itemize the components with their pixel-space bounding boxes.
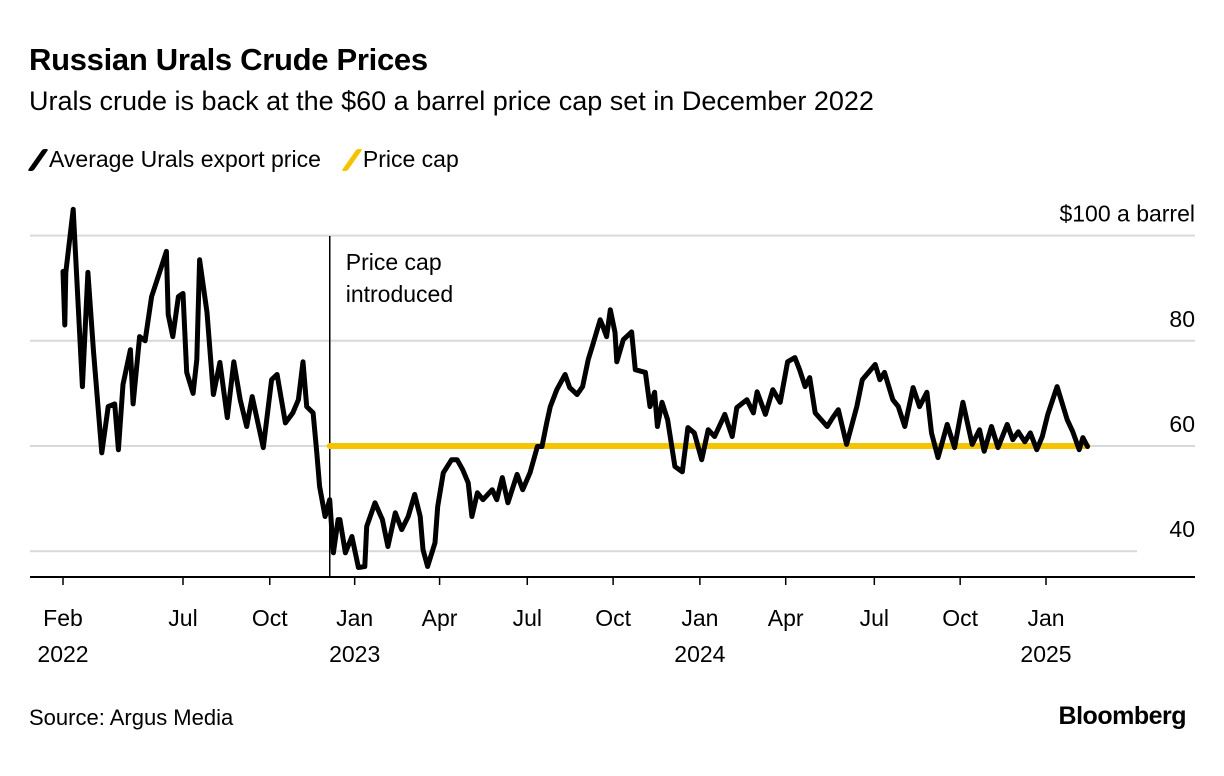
x-tick-label: Oct [595,605,631,631]
x-tick-label: Jan [336,605,373,631]
x-tick-year: 2022 [37,641,88,667]
legend-label: Average Urals export price [49,146,321,172]
x-tick-label: Jan [1027,605,1064,631]
legend: Average Urals export price Price cap [27,146,459,173]
chart-subtitle: Urals crude is back at the $60 a barrel … [29,86,874,116]
x-tick-label: Jul [860,605,889,631]
x-tick-label: Jan [681,605,718,631]
y-tick-label: 80 [1169,306,1195,332]
source-note: Source: Argus Media [29,705,234,730]
legend-label: Price cap [362,146,459,172]
x-tick-label: Jul [168,605,197,631]
chart-title: Russian Urals Crude Prices [29,42,428,77]
annotation-label: Price cap [346,249,442,275]
x-tick-label: Apr [768,605,804,631]
x-tick-year: 2025 [1020,641,1071,667]
x-tick-label: Apr [422,605,458,631]
brand-logo: Bloomberg [1058,702,1187,730]
y-tick-label: $100 a barrel [1059,201,1195,227]
x-tick-label: Jul [513,605,542,631]
annotation-label: introduced [346,281,453,307]
x-tick-label: Oct [252,605,288,631]
legend-item-price-cap: Price cap [341,146,459,173]
y-tick-label: 60 [1169,411,1195,437]
x-tick-year: 2024 [674,641,725,667]
series-line-urals-price [60,206,1090,570]
y-tick-label: 40 [1169,516,1195,542]
x-tick-year: 2023 [329,641,380,667]
x-tick-label: Oct [942,605,978,631]
x-tick-label: Feb [43,605,83,631]
legend-item-urals: Average Urals export price [27,146,321,173]
